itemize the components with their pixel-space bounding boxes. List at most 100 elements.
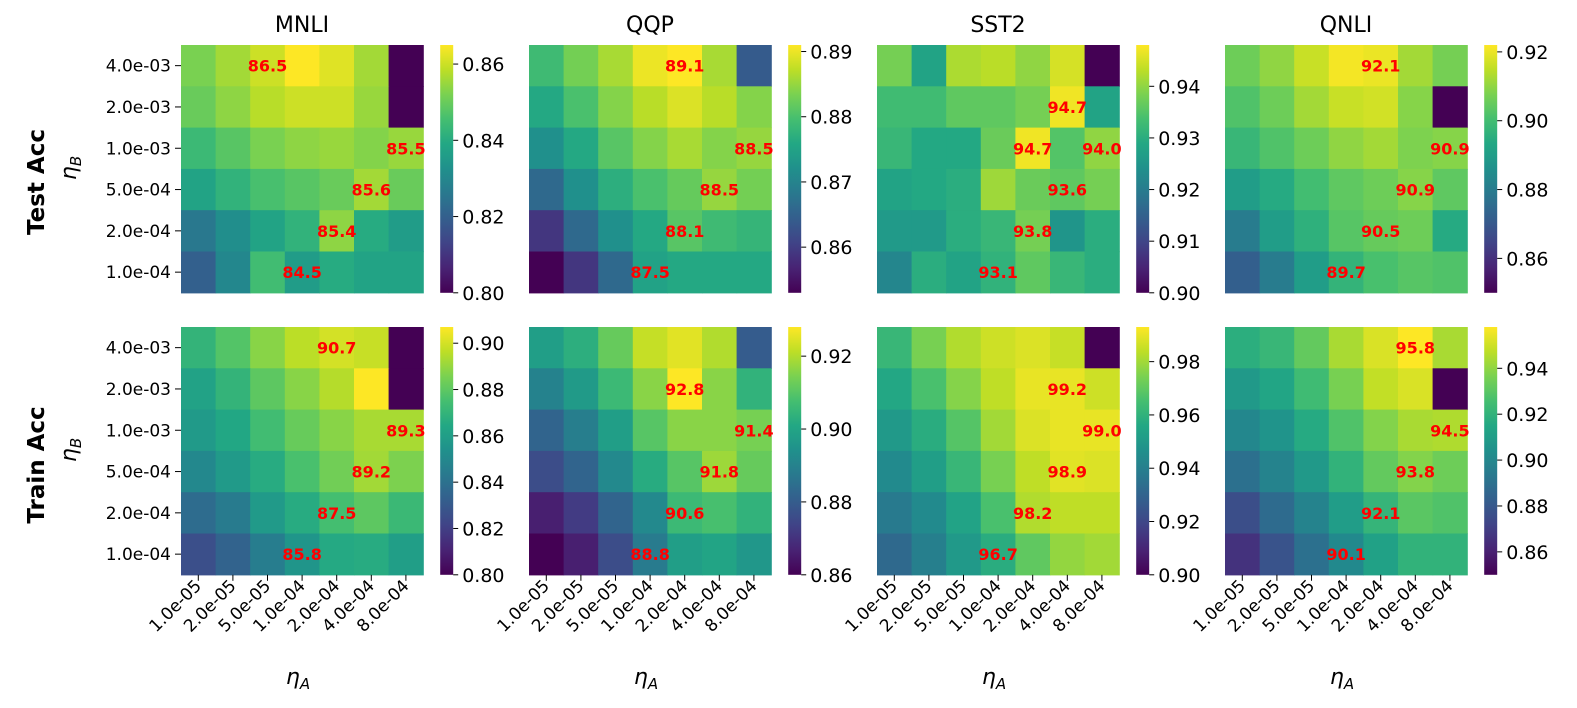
heatmap-cell xyxy=(181,492,217,535)
heatmap-cell xyxy=(1363,251,1399,294)
colorbar-tick-label: 0.90 xyxy=(1506,450,1548,472)
heatmap-cell xyxy=(1432,533,1468,576)
colorbar xyxy=(1484,45,1498,293)
heatmap-cell xyxy=(1328,168,1364,211)
heatmap-cell xyxy=(1294,327,1330,369)
heatmap-cell xyxy=(1259,450,1295,493)
heatmap-cell xyxy=(667,45,703,87)
heatmap-cell xyxy=(1050,251,1086,294)
cell-annotation: 95.8 xyxy=(1396,339,1435,358)
cell-annotation: 94.0 xyxy=(1082,139,1121,158)
heatmap-cell xyxy=(1363,168,1399,211)
heatmap-cell xyxy=(1225,127,1261,170)
colorbar-tick-label: 0.86 xyxy=(1506,542,1548,564)
x-axis-subscript: A xyxy=(647,675,658,693)
heatmap-panel-qqp-test: 89.1 88.5 88.5 88.1 87.5 0.86 0.87 0.88 0.89 xyxy=(529,42,853,294)
heatmap-cell xyxy=(877,251,913,294)
heatmap-cell xyxy=(319,368,355,411)
heatmap-cell xyxy=(1294,450,1330,493)
colorbar-tick-label: 0.86 xyxy=(810,237,852,259)
heatmap-cell xyxy=(736,492,772,535)
heatmap-cell xyxy=(284,168,320,211)
cell-annotation: 92.1 xyxy=(1361,504,1400,523)
heatmap-cell xyxy=(911,533,947,576)
colorbar-tick-label: 0.90 xyxy=(1158,565,1200,587)
heatmap-cell xyxy=(215,45,251,87)
colorbar-tick-label: 0.88 xyxy=(810,492,852,514)
heatmap-cell xyxy=(1432,492,1468,535)
heatmap-cell xyxy=(632,168,668,211)
heatmap-cell xyxy=(877,533,913,576)
heatmap-cell xyxy=(1259,86,1295,129)
title-qnli: QNLI xyxy=(1320,13,1373,38)
cell-annotation: 92.1 xyxy=(1361,57,1400,76)
cell-annotation: 94.7 xyxy=(1013,139,1052,158)
heatmap-cell xyxy=(1328,45,1364,87)
heatmap-cell xyxy=(1225,45,1261,87)
heatmap-cell xyxy=(946,327,982,369)
heatmap-cell xyxy=(946,368,982,411)
heatmap-cell xyxy=(1363,86,1399,129)
heatmap-cell xyxy=(1050,533,1086,576)
heatmap-cell xyxy=(911,251,947,294)
heatmap-cell xyxy=(1328,127,1364,170)
x-axis-symbol: η xyxy=(634,665,648,690)
heatmap-cell xyxy=(1225,450,1261,493)
cell-annotation: 94.7 xyxy=(1048,98,1087,117)
x-axis-label-sst2: ηA xyxy=(982,665,1006,693)
heatmap-cell xyxy=(736,533,772,576)
heatmap-cell xyxy=(250,327,286,369)
heatmap-cell xyxy=(181,409,217,452)
cell-annotation: 88.8 xyxy=(630,545,669,564)
heatmap-cell xyxy=(980,86,1016,129)
colorbar xyxy=(1136,327,1150,575)
heatmap-cell xyxy=(215,327,251,369)
heatmap-cell xyxy=(702,168,738,211)
heatmap-cell xyxy=(250,251,286,294)
heatmap-cell xyxy=(1084,168,1120,211)
heatmap-cell xyxy=(702,210,738,253)
heatmap-cell xyxy=(736,450,772,493)
heatmap-cell xyxy=(1259,533,1295,576)
heatmap-cell xyxy=(1259,45,1295,87)
colorbar xyxy=(440,327,454,575)
heatmap-cell xyxy=(529,492,565,535)
colorbar-tick-label: 0.80 xyxy=(462,565,504,587)
heatmap-cell xyxy=(736,86,772,129)
heatmap-cell xyxy=(1328,533,1364,576)
heatmap-cell xyxy=(1050,45,1086,87)
heatmap-cell xyxy=(1225,368,1261,411)
heatmap-cell xyxy=(1225,251,1261,294)
cell-annotation: 90.1 xyxy=(1326,545,1365,564)
cell-annotation: 92.8 xyxy=(665,380,704,399)
x-axis-subscript: A xyxy=(299,675,310,693)
heatmap-cell xyxy=(388,45,424,87)
heatmap-cell xyxy=(702,86,738,129)
cell-annotation: 86.5 xyxy=(248,57,287,76)
heatmap-cell xyxy=(563,86,599,129)
cell-annotation: 87.5 xyxy=(630,263,669,282)
heatmap-cell xyxy=(911,492,947,535)
heatmap-cell xyxy=(563,127,599,170)
heatmap-cell xyxy=(1015,168,1051,211)
heatmap-cell xyxy=(1328,86,1364,129)
heatmap-cell xyxy=(1050,368,1086,411)
heatmap-cell xyxy=(388,168,424,211)
cell-annotation: 85.8 xyxy=(282,545,321,564)
heatmap-cell xyxy=(529,168,565,211)
heatmap-cell xyxy=(877,86,913,129)
heatmap-cell xyxy=(319,450,355,493)
heatmap-cell xyxy=(980,409,1016,452)
heatmap-cell xyxy=(1363,492,1399,535)
heatmap-cell xyxy=(563,533,599,576)
heatmap-cell xyxy=(667,492,703,535)
heatmap-cell xyxy=(388,409,424,452)
heatmap-cell xyxy=(1328,492,1364,535)
heatmap-cell xyxy=(1432,251,1468,294)
cell-annotation: 90.5 xyxy=(1361,222,1400,241)
heatmap-cell xyxy=(319,86,355,129)
heatmap-cell xyxy=(563,450,599,493)
heatmap-cell xyxy=(250,45,286,87)
heatmap-cell xyxy=(736,127,772,170)
colorbar-tick-label: 0.82 xyxy=(462,207,504,229)
